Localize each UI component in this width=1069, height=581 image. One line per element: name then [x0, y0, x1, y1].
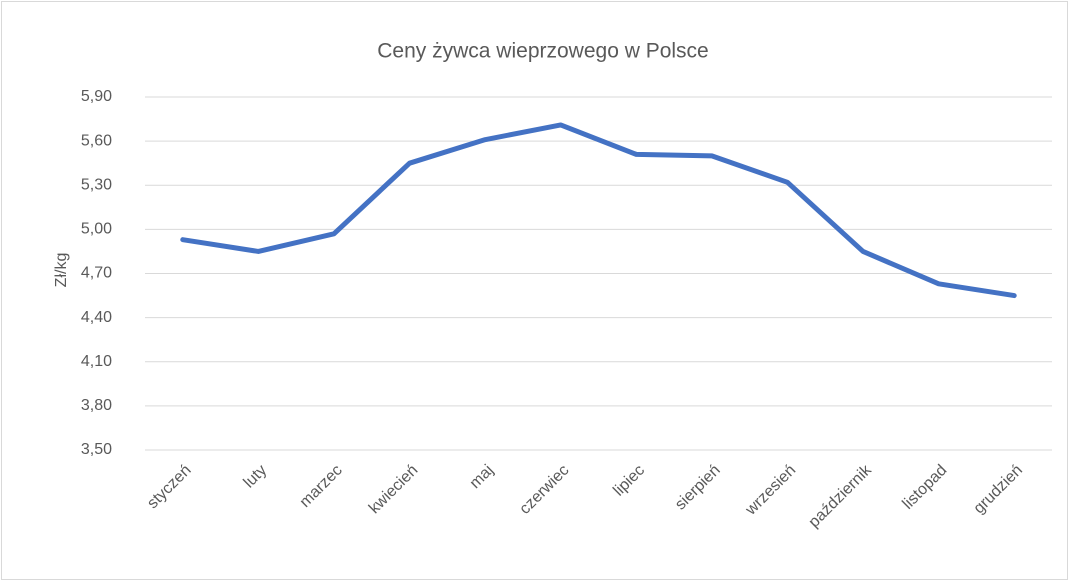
y-tick-label: 5,60	[81, 132, 112, 149]
chart-title: Ceny żywca wieprzowego w Polsce	[377, 40, 708, 63]
y-tick-label: 4,70	[81, 265, 112, 282]
y-tick-label: 4,40	[81, 309, 112, 326]
y-axis-label: Zł/kg	[53, 253, 70, 288]
y-tick-label: 5,00	[81, 221, 112, 238]
y-tick-label: 3,50	[81, 441, 112, 458]
y-tick-label: 3,80	[81, 397, 112, 414]
y-tick-label: 4,10	[81, 353, 112, 370]
data-line	[180, 122, 1017, 299]
y-tick-label: 5,90	[81, 88, 112, 105]
y-tick-label: 5,30	[81, 176, 112, 193]
